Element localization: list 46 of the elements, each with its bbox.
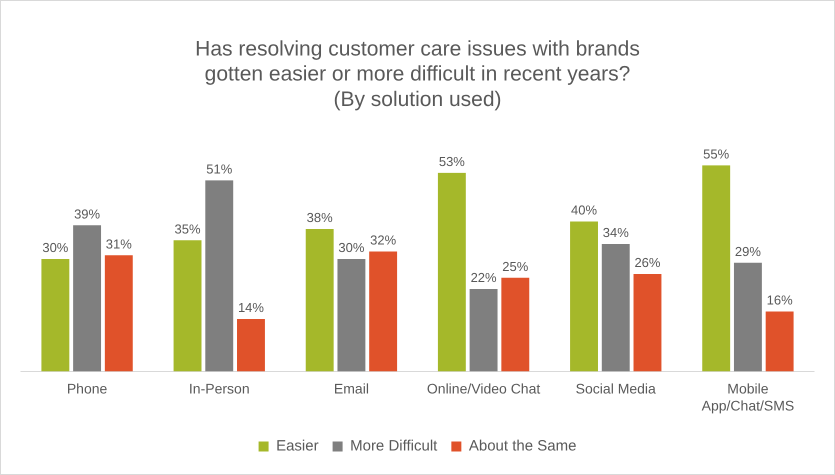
data-label: 16% — [766, 292, 794, 308]
data-label: 53% — [438, 154, 466, 169]
data-label: 40% — [571, 202, 598, 218]
x-tick-label: Email — [334, 380, 369, 397]
bar — [306, 229, 334, 372]
bar — [470, 288, 498, 372]
x-tick-label: In-Person — [188, 380, 250, 397]
x-tick-label: Mobile App/Chat/SMS — [702, 380, 794, 414]
bar — [634, 274, 662, 372]
bar — [602, 244, 630, 372]
data-label: 25% — [502, 258, 529, 274]
data-label: 35% — [174, 221, 201, 236]
bar — [734, 262, 762, 372]
bar — [41, 259, 70, 372]
chart-title: Has resolving customer care issues with brands gotten easier or more difficult in recent years? (By solution used) — [195, 37, 640, 111]
data-label: 38% — [306, 210, 334, 226]
bar — [73, 225, 102, 372]
data-label: 51% — [206, 161, 233, 176]
bar — [570, 222, 598, 372]
data-label: 55% — [703, 146, 730, 162]
data-label: 14% — [238, 300, 264, 316]
data-label: 31% — [106, 236, 132, 252]
legend-label: More Difficult — [350, 438, 438, 455]
x-tick-label: Phone — [66, 380, 108, 397]
bar — [501, 278, 530, 372]
bar — [702, 165, 730, 372]
data-label: 32% — [370, 232, 397, 248]
bar — [205, 180, 234, 372]
legend-label: Easier — [276, 438, 319, 455]
bar — [369, 252, 398, 372]
legend-label: About the Same — [468, 438, 576, 455]
x-tick-label: Social Media — [576, 380, 656, 397]
bar — [766, 311, 794, 372]
data-label: 30% — [338, 240, 365, 256]
data-label: 29% — [734, 244, 762, 259]
x-tick-label: Online/Video Chat — [426, 380, 540, 397]
data-label: 34% — [602, 225, 630, 240]
bar — [337, 259, 366, 372]
bar — [438, 172, 466, 372]
data-label: 39% — [74, 206, 101, 222]
data-label: 22% — [470, 270, 498, 286]
data-label: 26% — [634, 255, 661, 270]
bar — [174, 240, 202, 372]
bar — [237, 318, 265, 372]
bar — [104, 255, 133, 372]
data-label: 30% — [42, 240, 69, 256]
